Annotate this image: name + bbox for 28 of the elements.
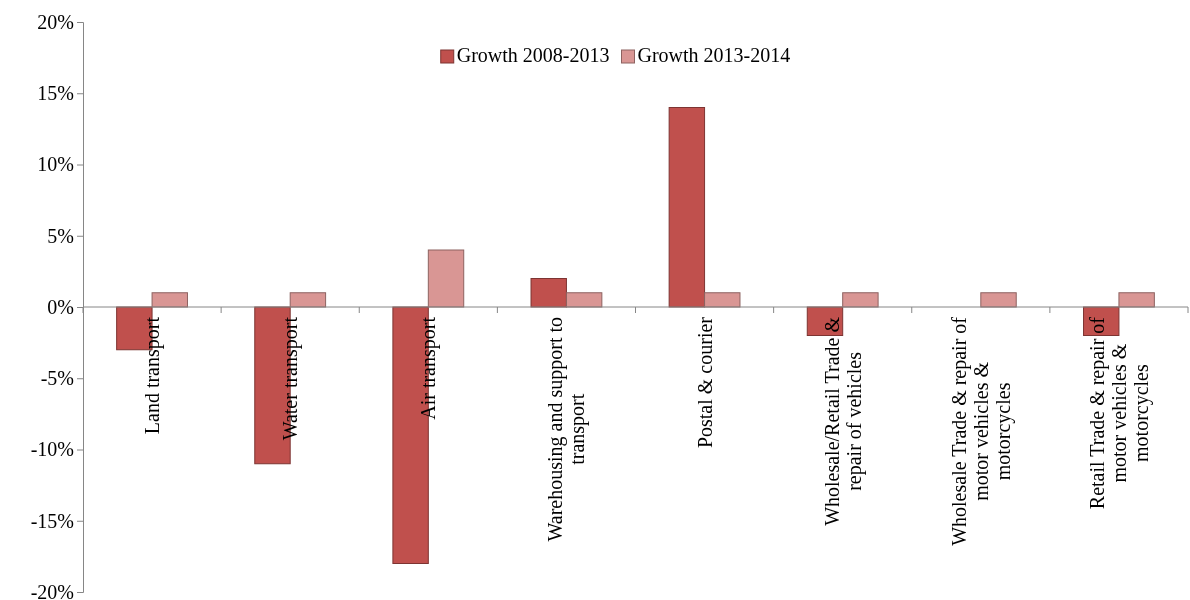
bar — [842, 292, 879, 308]
y-tick-label: 15% — [37, 82, 74, 105]
y-tick-label: 5% — [47, 224, 74, 247]
legend-label: Growth 2013-2014 — [637, 44, 791, 66]
bar — [980, 292, 1017, 308]
x-tick-label: Land transport — [141, 316, 165, 435]
y-tick-label: -10% — [30, 438, 74, 461]
bar — [704, 292, 741, 308]
y-tick-label: -15% — [30, 509, 74, 532]
bar — [427, 249, 465, 308]
x-tick-label: Postal & courier — [693, 316, 716, 449]
y-tick-label: 20% — [37, 10, 74, 33]
x-tick-label: Wholesale Trade & repair of motor vehicles & motorcycles — [947, 316, 1015, 546]
bar — [530, 278, 567, 308]
y-tick-label: 10% — [37, 153, 74, 176]
y-tick-label: 0% — [47, 295, 74, 318]
x-tick-label: Warehousing and support to transport — [544, 317, 590, 542]
y-tick-label: -5% — [40, 367, 74, 390]
legend-label: Growth 2008-2013 — [456, 44, 610, 66]
x-tick-label: Water transport — [279, 316, 303, 441]
bar — [668, 107, 706, 308]
bar — [565, 292, 603, 308]
bar — [1118, 292, 1155, 308]
bar — [151, 292, 188, 308]
x-tick-label: Wholesale/Retail Trade & repair of vehicles — [820, 316, 866, 526]
bar — [289, 292, 327, 308]
y-tick-label: -20% — [30, 580, 74, 600]
x-tick-label: Air transport — [417, 316, 441, 420]
